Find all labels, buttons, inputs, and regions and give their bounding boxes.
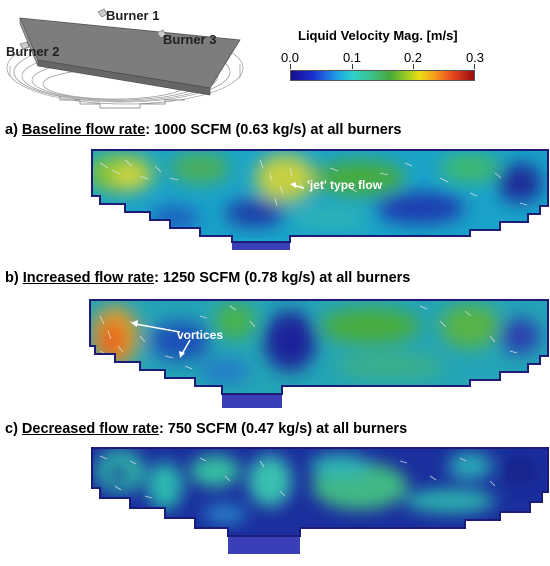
panel-b-contour	[89, 299, 549, 408]
panel-a-velocity-field: 'jet' type flow	[0, 148, 550, 258]
panel-a-contour	[91, 149, 549, 250]
colorbar-tickmark-2	[413, 64, 414, 69]
panel-b-prefix: b)	[5, 270, 23, 286]
panel-b-detail: : 1250 SCFM (0.78 kg/s) at all burners	[154, 270, 411, 286]
panel-a-title: Baseline flow rate	[21, 122, 146, 138]
colorbar-title: Liquid Velocity Mag. [m/s]	[298, 28, 458, 43]
panel-c-velocity-field	[0, 446, 550, 561]
colorbar-tick-0: 0.0	[280, 50, 300, 65]
colorbar-tickmark-1	[352, 64, 353, 69]
panel-a-detail: : 1000 SCFM (0.63 kg/s) at all burners	[145, 122, 402, 138]
colorbar-tick-2: 0.2	[403, 50, 423, 65]
tank-schematic-drawing	[6, 8, 244, 109]
panel-c-detail: : 750 SCFM (0.47 kg/s) at all burners	[158, 421, 408, 437]
tank-schematic: Burner 1 Burner 2 Burner 3	[0, 0, 265, 118]
panel-c-title: Decreased flow rate	[21, 421, 159, 437]
jet-flow-annotation: 'jet' type flow	[307, 178, 383, 192]
panel-a-prefix: a)	[5, 122, 22, 138]
burner-2-label: Burner 2	[6, 44, 60, 59]
panel-c-prefix: c)	[5, 421, 22, 437]
colorbar	[290, 70, 475, 81]
panel-a-heading: a) Baseline flow rate: 1000 SCFM (0.63 k…	[5, 122, 401, 138]
vortices-annotation: vortices	[177, 328, 224, 342]
panel-c-contour	[91, 447, 549, 554]
panel-c-heading: c) Decreased flow rate: 750 SCFM (0.47 k…	[5, 421, 407, 437]
panel-b-title: Increased flow rate	[22, 270, 155, 286]
burner-1-label: Burner 1	[106, 8, 160, 23]
burner-3-label: Burner 3	[163, 32, 217, 47]
panel-b-velocity-field: vortices	[0, 296, 550, 411]
colorbar-tick-3: 0.3	[465, 50, 485, 65]
colorbar-tickmark-3	[474, 64, 475, 69]
colorbar-tick-1: 0.1	[342, 50, 362, 65]
panel-b-heading: b) Increased flow rate: 1250 SCFM (0.78 …	[5, 270, 410, 286]
colorbar-tickmark-0	[290, 64, 291, 69]
